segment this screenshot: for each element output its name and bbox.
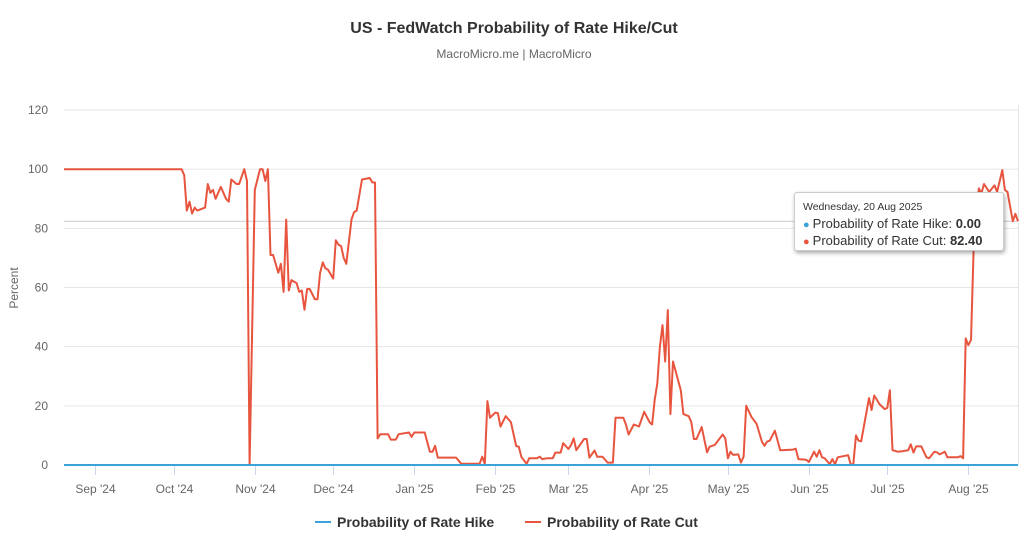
legend-label-hike: Probability of Rate Hike xyxy=(337,514,495,530)
y-axis-title: Percent xyxy=(7,267,21,309)
y-tick-label: 40 xyxy=(35,340,49,354)
legend-item-cut[interactable]: Probability of Rate Cut xyxy=(525,514,698,530)
tooltip-hike-value: 0.00 xyxy=(955,216,982,231)
series-group[interactable] xyxy=(64,168,1019,466)
x-tick-label: Dec '24 xyxy=(313,482,354,496)
x-tick-label: Feb '25 xyxy=(476,482,516,496)
y-tick-label: 0 xyxy=(41,458,48,472)
tooltip-cut-label: Probability of Rate Cut: xyxy=(812,233,950,248)
x-tick-label: Jan '25 xyxy=(395,482,434,496)
tooltip-row-hike: ● Probability of Rate Hike: 0.00 xyxy=(803,216,995,233)
y-axis-ticks: 0 20 40 60 80 100 120 xyxy=(28,103,48,472)
y-tick-label: 120 xyxy=(28,103,48,117)
x-tick-label: May '25 xyxy=(708,482,750,496)
tooltip: Wednesday, 20 Aug 2025 ● Probability of R… xyxy=(794,192,1004,251)
x-tick-label: Mar '25 xyxy=(549,482,589,496)
x-tick-label: Aug '25 xyxy=(948,482,989,496)
tooltip-row-cut: ● Probability of Rate Cut: 82.40 xyxy=(803,233,995,250)
tooltip-cut-value: 82.40 xyxy=(949,233,983,248)
x-tick-label: Jun '25 xyxy=(790,482,829,496)
x-tick-label: Nov '24 xyxy=(235,482,276,496)
tooltip-date: Wednesday, 20 Aug 2025 xyxy=(803,201,923,213)
legend-line-icon xyxy=(525,521,541,523)
legend-label-cut: Probability of Rate Cut xyxy=(547,514,698,530)
gridlines xyxy=(64,105,1019,465)
x-tick-label: Oct '24 xyxy=(156,482,194,496)
y-tick-label: 100 xyxy=(28,162,48,176)
series-line-rate-cut xyxy=(64,168,1019,466)
y-tick-label: 60 xyxy=(35,281,49,295)
x-tick-label: Sep '24 xyxy=(75,482,116,496)
y-tick-label: 80 xyxy=(35,221,49,235)
x-tick-label: Jul '25 xyxy=(870,482,905,496)
x-tick-label: Apr '25 xyxy=(631,482,669,496)
x-axis: Sep '24 Oct '24 Nov '24 Dec '24 Jan '25 Feb '… xyxy=(64,465,1018,496)
hike-dot-icon: ● xyxy=(803,219,810,231)
legend-line-icon xyxy=(315,521,331,523)
chart-title: US - FedWatch Probability of Rate Hike/C… xyxy=(350,20,678,37)
chart-subtitle: MacroMicro.me | MacroMicro xyxy=(436,47,592,61)
y-tick-label: 20 xyxy=(35,399,49,413)
legend-item-hike[interactable]: Probability of Rate Hike xyxy=(315,514,494,530)
cut-dot-icon: ● xyxy=(803,236,810,248)
tooltip-hike-label: Probability of Rate Hike: xyxy=(812,216,956,231)
